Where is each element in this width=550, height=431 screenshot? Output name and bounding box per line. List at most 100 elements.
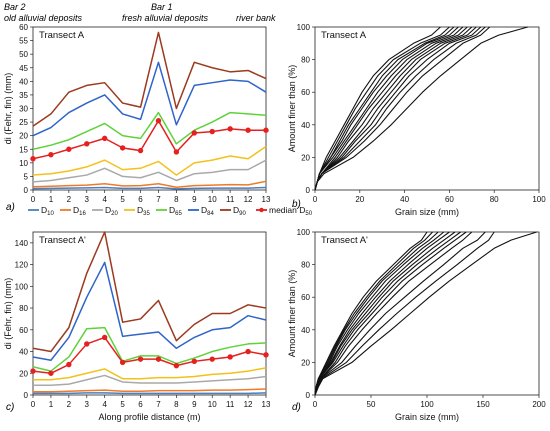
y-tick-label: 0 bbox=[306, 186, 311, 195]
series-line bbox=[32, 231, 267, 353]
y-tick-label: 40 bbox=[19, 77, 28, 86]
series-line bbox=[32, 61, 267, 137]
y-tick-label: 0 bbox=[24, 186, 29, 195]
x-tick-label: 20 bbox=[355, 195, 364, 204]
legend-label: D20 bbox=[105, 205, 118, 217]
cumulative-curve bbox=[314, 231, 461, 396]
cumulative-curve bbox=[314, 231, 486, 396]
series-line bbox=[32, 326, 267, 372]
y-tick-label: 60 bbox=[19, 23, 28, 32]
series-marker bbox=[30, 368, 36, 374]
series-line bbox=[32, 119, 266, 160]
chart-panel-b: 0 20 40 60 80 100 0 20 40 60 80 100 Transect A Amount… bbox=[287, 23, 546, 217]
x-tick-label: 100 bbox=[532, 195, 546, 204]
y-tick-label: 0 bbox=[24, 391, 29, 400]
x-tick-label: 200 bbox=[532, 400, 546, 409]
x-tick-label: 3 bbox=[85, 195, 90, 204]
y-tick-label: 40 bbox=[301, 121, 310, 130]
x-tick-label: 0 bbox=[313, 400, 318, 409]
cumulative-curve bbox=[314, 231, 439, 396]
y-tick-label: 60 bbox=[301, 88, 310, 97]
series-marker bbox=[173, 362, 180, 369]
series-line bbox=[33, 392, 267, 395]
y-tick-label: 20 bbox=[301, 153, 310, 162]
chart-title-d: Transect A' bbox=[321, 235, 368, 246]
y-axis-label-a: di (Fehr, fin) (mm) bbox=[3, 73, 13, 145]
y-tick-label: 100 bbox=[297, 23, 311, 32]
x-tick-label: 4 bbox=[102, 400, 107, 409]
y-axis-label-b: Amount finer than (%) bbox=[287, 65, 297, 153]
series-marker bbox=[209, 128, 215, 135]
y-axis-label-c: di (Fehr, fin) (mm) bbox=[3, 278, 13, 350]
x-tick-label: 150 bbox=[476, 400, 490, 409]
series-marker bbox=[84, 341, 90, 347]
y-tick-label: 20 bbox=[19, 369, 28, 378]
series-marker bbox=[155, 118, 162, 124]
x-tick-label: 0 bbox=[31, 195, 36, 204]
y-tick-label: 50 bbox=[19, 50, 28, 59]
y-tick-label: 40 bbox=[19, 348, 28, 357]
panel-letter-c: c) bbox=[6, 402, 14, 413]
series-marker bbox=[191, 358, 198, 365]
y-tick-label: 120 bbox=[15, 261, 29, 270]
panel-letter-a: a) bbox=[6, 202, 15, 213]
x-tick-label: 50 bbox=[367, 400, 376, 409]
x-tick-label: 10 bbox=[208, 195, 217, 204]
legend-label: D10 bbox=[41, 205, 54, 217]
legend-label: D65 bbox=[169, 205, 182, 217]
series-line bbox=[32, 111, 267, 150]
legend: D10 D16 D20 D35 D65 D84 D90 median D50 bbox=[28, 205, 313, 217]
x-tick-label: 13 bbox=[262, 400, 271, 409]
x-tick-label: 11 bbox=[226, 195, 235, 204]
series-marker bbox=[101, 135, 108, 142]
y-axis-label-d: Amount finer than (%) bbox=[287, 270, 297, 358]
x-tick-label: 6 bbox=[138, 195, 143, 204]
x-tick-label: 7 bbox=[156, 195, 161, 204]
x-tick-label: 0 bbox=[313, 195, 318, 204]
legend-swatch-marker bbox=[259, 207, 264, 213]
x-tick-label: 12 bbox=[244, 400, 253, 409]
legend-label: median D50 bbox=[269, 205, 313, 217]
x-tick-label: 5 bbox=[120, 400, 125, 409]
y-tick-label: 140 bbox=[15, 239, 29, 248]
series-marker bbox=[245, 348, 251, 355]
series-marker bbox=[245, 127, 251, 133]
series-marker bbox=[191, 130, 198, 136]
y-tick-label: 30 bbox=[19, 105, 28, 114]
y-tick-label: 100 bbox=[15, 282, 29, 291]
y-tick-label: 40 bbox=[301, 326, 310, 335]
y-tick-label: 10 bbox=[19, 159, 28, 168]
series-line bbox=[32, 186, 267, 190]
cumulative-curve bbox=[314, 26, 491, 191]
panel-letter-d: d) bbox=[292, 402, 301, 413]
x-tick-label: 0 bbox=[31, 400, 36, 409]
series-line bbox=[32, 145, 267, 176]
y-tick-label: 80 bbox=[301, 261, 310, 270]
chart-title-a: Transect A bbox=[39, 30, 85, 41]
series-line bbox=[33, 374, 267, 386]
series-marker bbox=[30, 156, 36, 162]
x-tick-label: 2 bbox=[67, 400, 72, 409]
y-tick-label: 80 bbox=[301, 56, 310, 65]
plot-frame-a bbox=[32, 26, 267, 191]
x-axis-label-c: Along profile distance (m) bbox=[98, 412, 200, 422]
panel-letter-b: b) bbox=[292, 199, 301, 210]
series-marker bbox=[48, 151, 54, 158]
x-tick-label: 6 bbox=[138, 400, 143, 409]
series-marker bbox=[48, 370, 54, 376]
series-marker bbox=[101, 334, 108, 341]
series-marker bbox=[209, 356, 215, 362]
plot-frame-b bbox=[314, 26, 540, 191]
header-bar1: Bar 1 bbox=[151, 2, 173, 12]
series-marker bbox=[66, 361, 72, 368]
x-tick-label: 3 bbox=[85, 400, 90, 409]
series-marker bbox=[66, 146, 72, 152]
cumulative-curve bbox=[314, 231, 495, 396]
legend-label: D84 bbox=[201, 205, 214, 217]
y-tick-label: 35 bbox=[19, 91, 28, 100]
chart-title-b: Transect A bbox=[321, 30, 367, 41]
header-old-deposits: old alluvial deposits bbox=[4, 13, 83, 23]
chart-panel-d: 0 20 40 60 80 100 0 50 100 150 200 Transect A' Amoun… bbox=[287, 228, 546, 422]
